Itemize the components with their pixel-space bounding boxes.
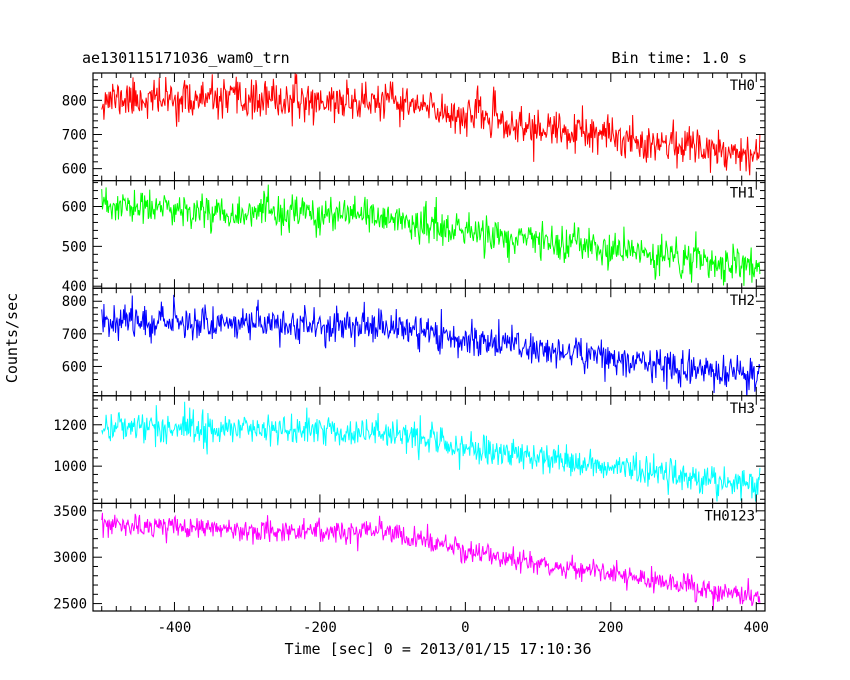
y-tick-label: 400: [62, 279, 87, 295]
series-line-th1: [101, 184, 761, 286]
series-label-th0: TH0: [730, 78, 755, 94]
panel-th1: 400 500 600 TH1: [62, 180, 766, 295]
panel-frame: [92, 502, 766, 612]
y-tick-label: 600: [62, 200, 87, 216]
panel-th0: 600 700 800 TH0: [62, 72, 766, 182]
y-axis-label: Counts/sec: [3, 293, 21, 383]
y-tick-label: 1200: [53, 418, 87, 434]
chart-title: ae130115171036_wam0_trn: [82, 49, 290, 67]
y-tick-label: 800: [62, 294, 87, 310]
series-label-th0123: TH0123: [704, 508, 755, 524]
series-line-th2: [101, 294, 761, 396]
y-tick-label: 700: [62, 127, 87, 143]
series-label-th2: TH2: [730, 293, 755, 309]
x-axis-label: Time [sec] 0 = 2013/01/15 17:10:36: [284, 640, 591, 658]
y-tick-label: 1000: [53, 459, 87, 475]
series-line-th0: [101, 73, 761, 176]
x-tick-label: -200: [303, 620, 337, 636]
y-tick-label: 2500: [53, 597, 87, 613]
y-tick-label: 3000: [53, 550, 87, 566]
panel-frame: [92, 72, 766, 182]
series-label-th1: TH1: [730, 186, 755, 202]
y-tick-label: 600: [62, 359, 87, 375]
panel-th3: 1000 1200 TH3: [53, 395, 766, 504]
x-tick-label: 200: [598, 620, 623, 636]
y-tick-label: 700: [62, 327, 87, 343]
x-tick-label: 400: [744, 620, 769, 636]
y-tick-label: 500: [62, 239, 87, 255]
panel-th2: 600 700 800 TH2: [62, 287, 766, 397]
bin-time-label: Bin time: 1.0 s: [612, 49, 747, 67]
y-tick-label: 600: [62, 162, 87, 178]
x-tick-label: 0: [461, 620, 469, 636]
x-tick-label: -400: [158, 620, 192, 636]
series-line-th3: [101, 401, 761, 502]
y-tick-label: 3500: [53, 504, 87, 520]
panel-th0123: 2500 3000 3500 TH0123: [53, 502, 766, 613]
series-line-th0123: [101, 512, 761, 610]
series-label-th3: TH3: [730, 401, 755, 417]
y-tick-label: 800: [62, 93, 87, 109]
